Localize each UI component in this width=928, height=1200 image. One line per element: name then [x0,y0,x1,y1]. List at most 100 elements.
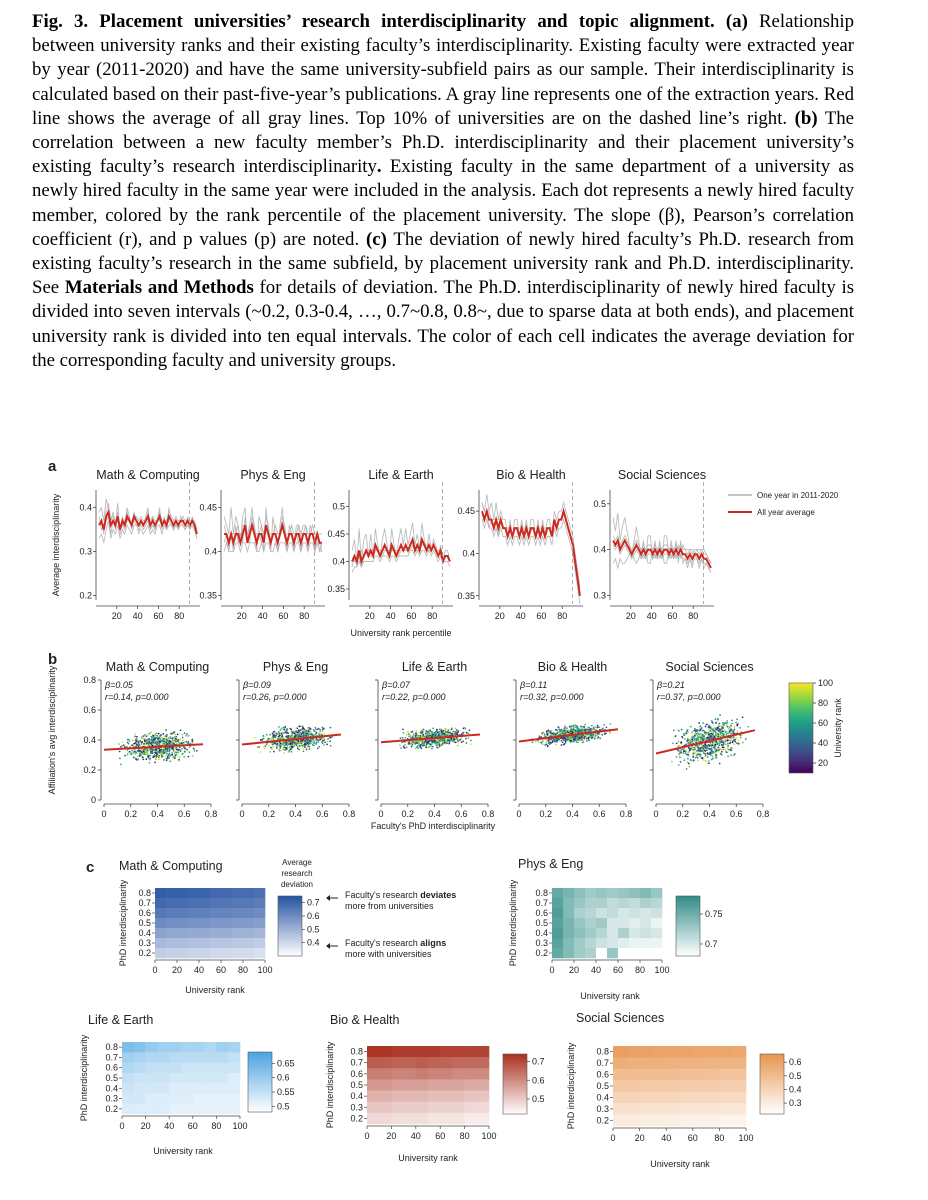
scatter-point [449,737,451,740]
heatmap-cell [181,1083,194,1094]
caption-b-label: (b) [794,107,818,129]
scatter-point [302,740,305,743]
heatmap-cell [199,928,211,939]
x-tick-label: 0 [239,809,244,819]
scatter-point [599,737,602,740]
scatter-point [732,730,735,733]
scatter-point [724,748,727,751]
y-tick-label: 0.4 [105,1083,118,1093]
caption-fig-label: Fig. 3. [32,11,89,32]
heatmap-cell [157,1052,170,1063]
heatmap-cell [177,948,189,959]
scatter-point [152,743,154,745]
y-tick-label: 0.4 [83,735,96,745]
scatter-point [270,738,272,741]
heatmap-cell [652,1068,667,1081]
scatter-point [696,734,698,737]
scatter-point [456,741,459,744]
scatter-point [678,744,680,747]
heatmap-cell [563,938,575,949]
colorbar-tick-label: 0.4 [307,938,320,948]
x-tick-label: 100 [481,1131,496,1141]
scatter-point [444,728,447,730]
heatmap-cell [639,1103,654,1115]
x-tick-label: 40 [194,965,204,975]
y-tick-label: 0.3 [105,1094,118,1104]
colorbar-tick-label: 0.6 [789,1057,802,1067]
scatter-point [540,736,542,738]
heatmap-cell [692,1057,707,1070]
scatter-point [126,741,129,744]
scatter-point [276,745,278,748]
scatter-point [441,731,444,734]
scatter-point [677,764,680,766]
scatter-point [319,733,322,736]
scatter-point [576,740,579,743]
heatmap-cell [254,898,266,909]
scatter-point [169,760,172,763]
scatter-point [716,734,719,737]
scatter-point [301,728,304,730]
y-tick-label: 0.5 [105,1073,118,1083]
scatter-point [551,739,554,742]
scatter-point [550,742,553,744]
scatter-point [706,747,708,749]
scatter-point [722,723,725,725]
scatter-point [582,730,584,732]
scatter-point [118,743,120,745]
scatter-point [167,742,170,744]
x-tick-label: 80 [557,611,567,621]
scatter-point [565,742,567,744]
y-tick-label: 0.8 [83,675,96,685]
r-p-value: r=0.26, p=0.000 [243,692,307,702]
heatmap-cell [629,898,641,909]
scatter-point [572,724,575,727]
beta-value: β=0.07 [381,680,411,690]
scatter-point [292,741,295,744]
scatter-point [605,726,608,729]
scatter-point [265,743,268,746]
scatter-point [329,736,331,739]
scatter-point [724,730,727,733]
heatmap-cell [204,1083,217,1094]
scatter-point [281,734,283,736]
heatmap-cell [133,1072,146,1084]
scatter-point [294,735,296,738]
colorbar-tick-label: 0.6 [277,1073,290,1083]
scatter-point [727,746,729,749]
scatter-point [122,744,125,746]
scatter-point [311,741,314,744]
heatmap-cell [626,1046,640,1058]
scatter-point [708,728,710,730]
scatter-point [730,724,732,727]
x-tick-label: 100 [232,1121,247,1131]
scatter-point [299,729,302,731]
heatmap-cell [166,948,178,959]
scatter-point [300,735,303,738]
scatter-point [689,738,692,741]
scatter-point [720,739,723,742]
scatter-point [286,744,289,747]
heatmap-cell [706,1068,720,1081]
heatmap-cell [640,938,652,949]
scatter-point [538,735,541,738]
scatter-point [701,757,704,759]
scatter-point [692,736,695,739]
annotation-arrowhead [326,943,330,949]
x-tick-label: 40 [164,1121,174,1131]
heatmap-cell [666,1103,680,1115]
scatter-point [574,726,577,729]
y-tick-label: 0.5 [535,918,548,928]
scatter-point [691,753,694,756]
x-tick-label: 40 [591,965,601,975]
scatter-point [427,732,429,735]
heatmap-cell [133,1062,146,1074]
scatter-point [293,744,296,746]
scatter-point [295,744,298,747]
heatmap-cell [228,1042,241,1053]
scatter-point [296,750,299,753]
colorbar-rect [675,895,701,957]
scatter-point [596,737,599,739]
